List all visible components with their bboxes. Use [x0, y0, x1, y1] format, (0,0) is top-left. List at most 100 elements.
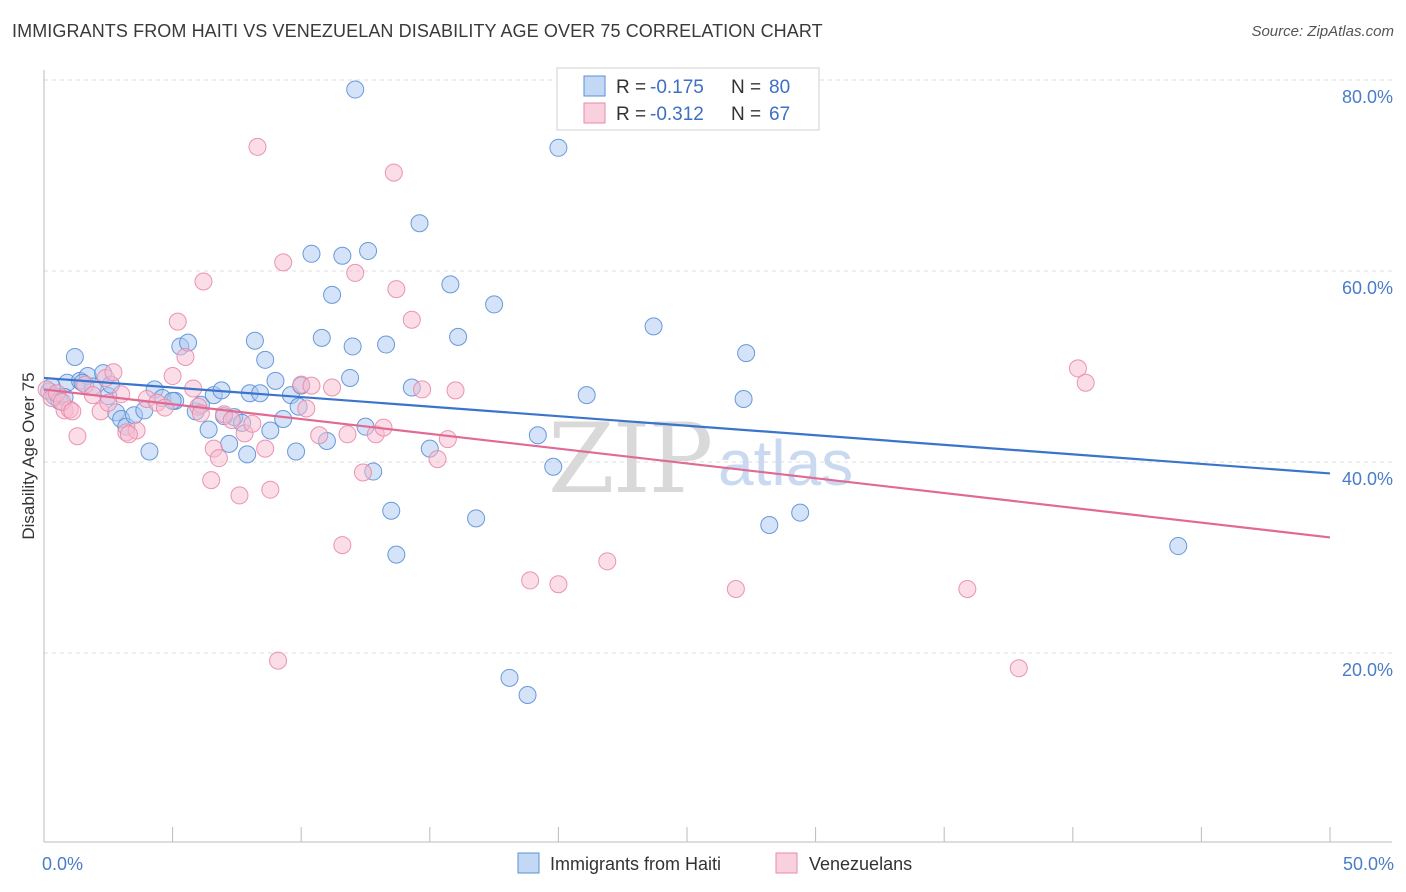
haiti-point: [274, 410, 293, 429]
venezuelans-point: [256, 439, 275, 458]
venezuelans-point: [63, 402, 82, 421]
legend-r-value-venezuelans: -0.312: [650, 104, 704, 125]
haiti-point: [760, 516, 779, 535]
venezuelans-point: [438, 430, 457, 449]
source-label: Source: ZipAtlas.com: [1251, 23, 1394, 40]
haiti-point: [261, 421, 280, 440]
venezuelans-point: [402, 310, 421, 329]
haiti-point: [287, 442, 306, 461]
venezuelans-point: [209, 449, 228, 468]
haiti-point: [734, 389, 753, 408]
haiti-trend-line: [43, 376, 1331, 475]
legend-n-value-venezuelans: 67: [769, 104, 790, 125]
venezuelans-point: [958, 580, 977, 599]
haiti-point: [441, 275, 460, 294]
legend-r-value-haiti: -0.175: [650, 77, 704, 98]
haiti-point: [518, 686, 537, 705]
y-tick-label: 20.0%: [1342, 660, 1393, 680]
venezuelans-point: [119, 425, 138, 444]
haiti-point: [341, 368, 360, 387]
y-tick-labels: 20.0% 40.0% 60.0% 80.0%: [1342, 87, 1393, 680]
haiti-point: [577, 386, 596, 405]
venezuelans-point: [346, 263, 365, 282]
correlation-legend: R = -0.175 N = 80 R = -0.312 N = 67: [556, 67, 820, 131]
venezuelans-point: [549, 575, 568, 594]
venezuelans-point: [163, 367, 182, 386]
haiti-point: [238, 445, 257, 464]
haiti-point: [1169, 537, 1188, 556]
venezuelans-point: [261, 480, 280, 499]
trend-lines: [43, 376, 1331, 539]
haiti-point: [245, 331, 264, 350]
watermark-atlas: atlas: [718, 427, 853, 499]
venezuelans-point: [387, 280, 406, 299]
venezuelans-point: [230, 486, 249, 505]
x-tick-label-max: 50.0%: [1343, 854, 1394, 874]
venezuelans-point: [1076, 373, 1095, 392]
haiti-point: [256, 350, 275, 369]
haiti-point: [500, 668, 519, 687]
venezuelans-point: [323, 378, 342, 397]
venezuelans-point: [243, 414, 262, 433]
venezuelans-point: [297, 399, 316, 418]
venezuelans-point: [99, 393, 118, 412]
haiti-point: [544, 457, 563, 476]
haiti-point: [359, 241, 378, 260]
venezuelans-point: [333, 536, 352, 555]
venezuelans-point: [1009, 659, 1028, 678]
haiti-point: [791, 503, 810, 522]
haiti-point: [140, 442, 159, 461]
venezuelans-point: [302, 376, 321, 395]
venezuelans-point: [1068, 359, 1087, 378]
venezuelans-point: [194, 272, 213, 291]
haiti-point: [387, 545, 406, 564]
haiti-point: [449, 327, 468, 346]
haiti-point: [528, 426, 547, 445]
x-tick-marks: [172, 827, 1331, 842]
venezuelans-point: [168, 312, 187, 331]
venezuelans-point: [598, 552, 617, 571]
haiti-point: [199, 420, 218, 439]
haiti-point: [220, 434, 239, 453]
venezuelans-point: [104, 363, 123, 382]
venezuelans-point: [248, 137, 267, 156]
legend-swatch-haiti: [583, 75, 606, 97]
venezuelans-point: [428, 450, 447, 469]
venezuelans-point: [222, 410, 241, 429]
x-tick-label-min: 0.0%: [42, 854, 83, 874]
venezuelans-point: [269, 651, 288, 670]
venezuelans-point: [726, 580, 745, 599]
venezuelans-point: [384, 163, 403, 182]
venezuelans-point: [202, 471, 221, 490]
chart-title: IMMIGRANTS FROM HAITI VS VENEZUELAN DISA…: [12, 21, 823, 41]
bottom-legend-swatch-haiti: [517, 852, 540, 874]
gridlines: [44, 79, 1392, 654]
haiti-point: [485, 295, 504, 314]
venezuelans-point: [274, 253, 293, 272]
haiti-point: [549, 138, 568, 157]
watermark-zip: ZIP: [548, 403, 711, 515]
haiti-point: [266, 371, 285, 390]
haiti-point: [737, 344, 756, 363]
bottom-legend: Immigrants from Haiti Venezuelans: [517, 852, 912, 874]
bottom-legend-swatch-venezuelans: [775, 852, 798, 874]
haiti-point: [410, 214, 429, 233]
y-tick-label: 60.0%: [1342, 278, 1393, 298]
haiti-point: [65, 347, 84, 366]
haiti-point: [467, 509, 486, 528]
legend-r-label-venezuelans: R =: [616, 104, 646, 125]
bottom-legend-label-haiti: Immigrants from Haiti: [550, 854, 721, 874]
venezuelans-trend-line: [43, 388, 1331, 539]
legend-n-value-haiti: 80: [769, 77, 790, 98]
legend-n-label-venezuelans: N =: [731, 104, 761, 125]
venezuelans-point: [176, 347, 195, 366]
haiti-point: [343, 337, 362, 356]
haiti-point: [323, 285, 342, 304]
venezuelans-point: [68, 427, 87, 446]
haiti-point: [382, 501, 401, 520]
venezuelans-point: [310, 426, 329, 445]
y-tick-label: 40.0%: [1342, 469, 1393, 489]
venezuelans-point: [413, 380, 432, 399]
legend-r-label-haiti: R =: [616, 77, 646, 98]
